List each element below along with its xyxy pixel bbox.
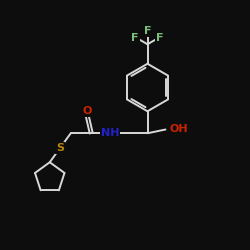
Text: S: S	[56, 143, 64, 153]
Text: F: F	[144, 26, 151, 36]
Text: OH: OH	[170, 124, 189, 134]
Text: F: F	[131, 33, 139, 43]
Text: F: F	[156, 33, 164, 43]
Text: O: O	[83, 106, 92, 116]
Text: NH: NH	[101, 128, 119, 138]
